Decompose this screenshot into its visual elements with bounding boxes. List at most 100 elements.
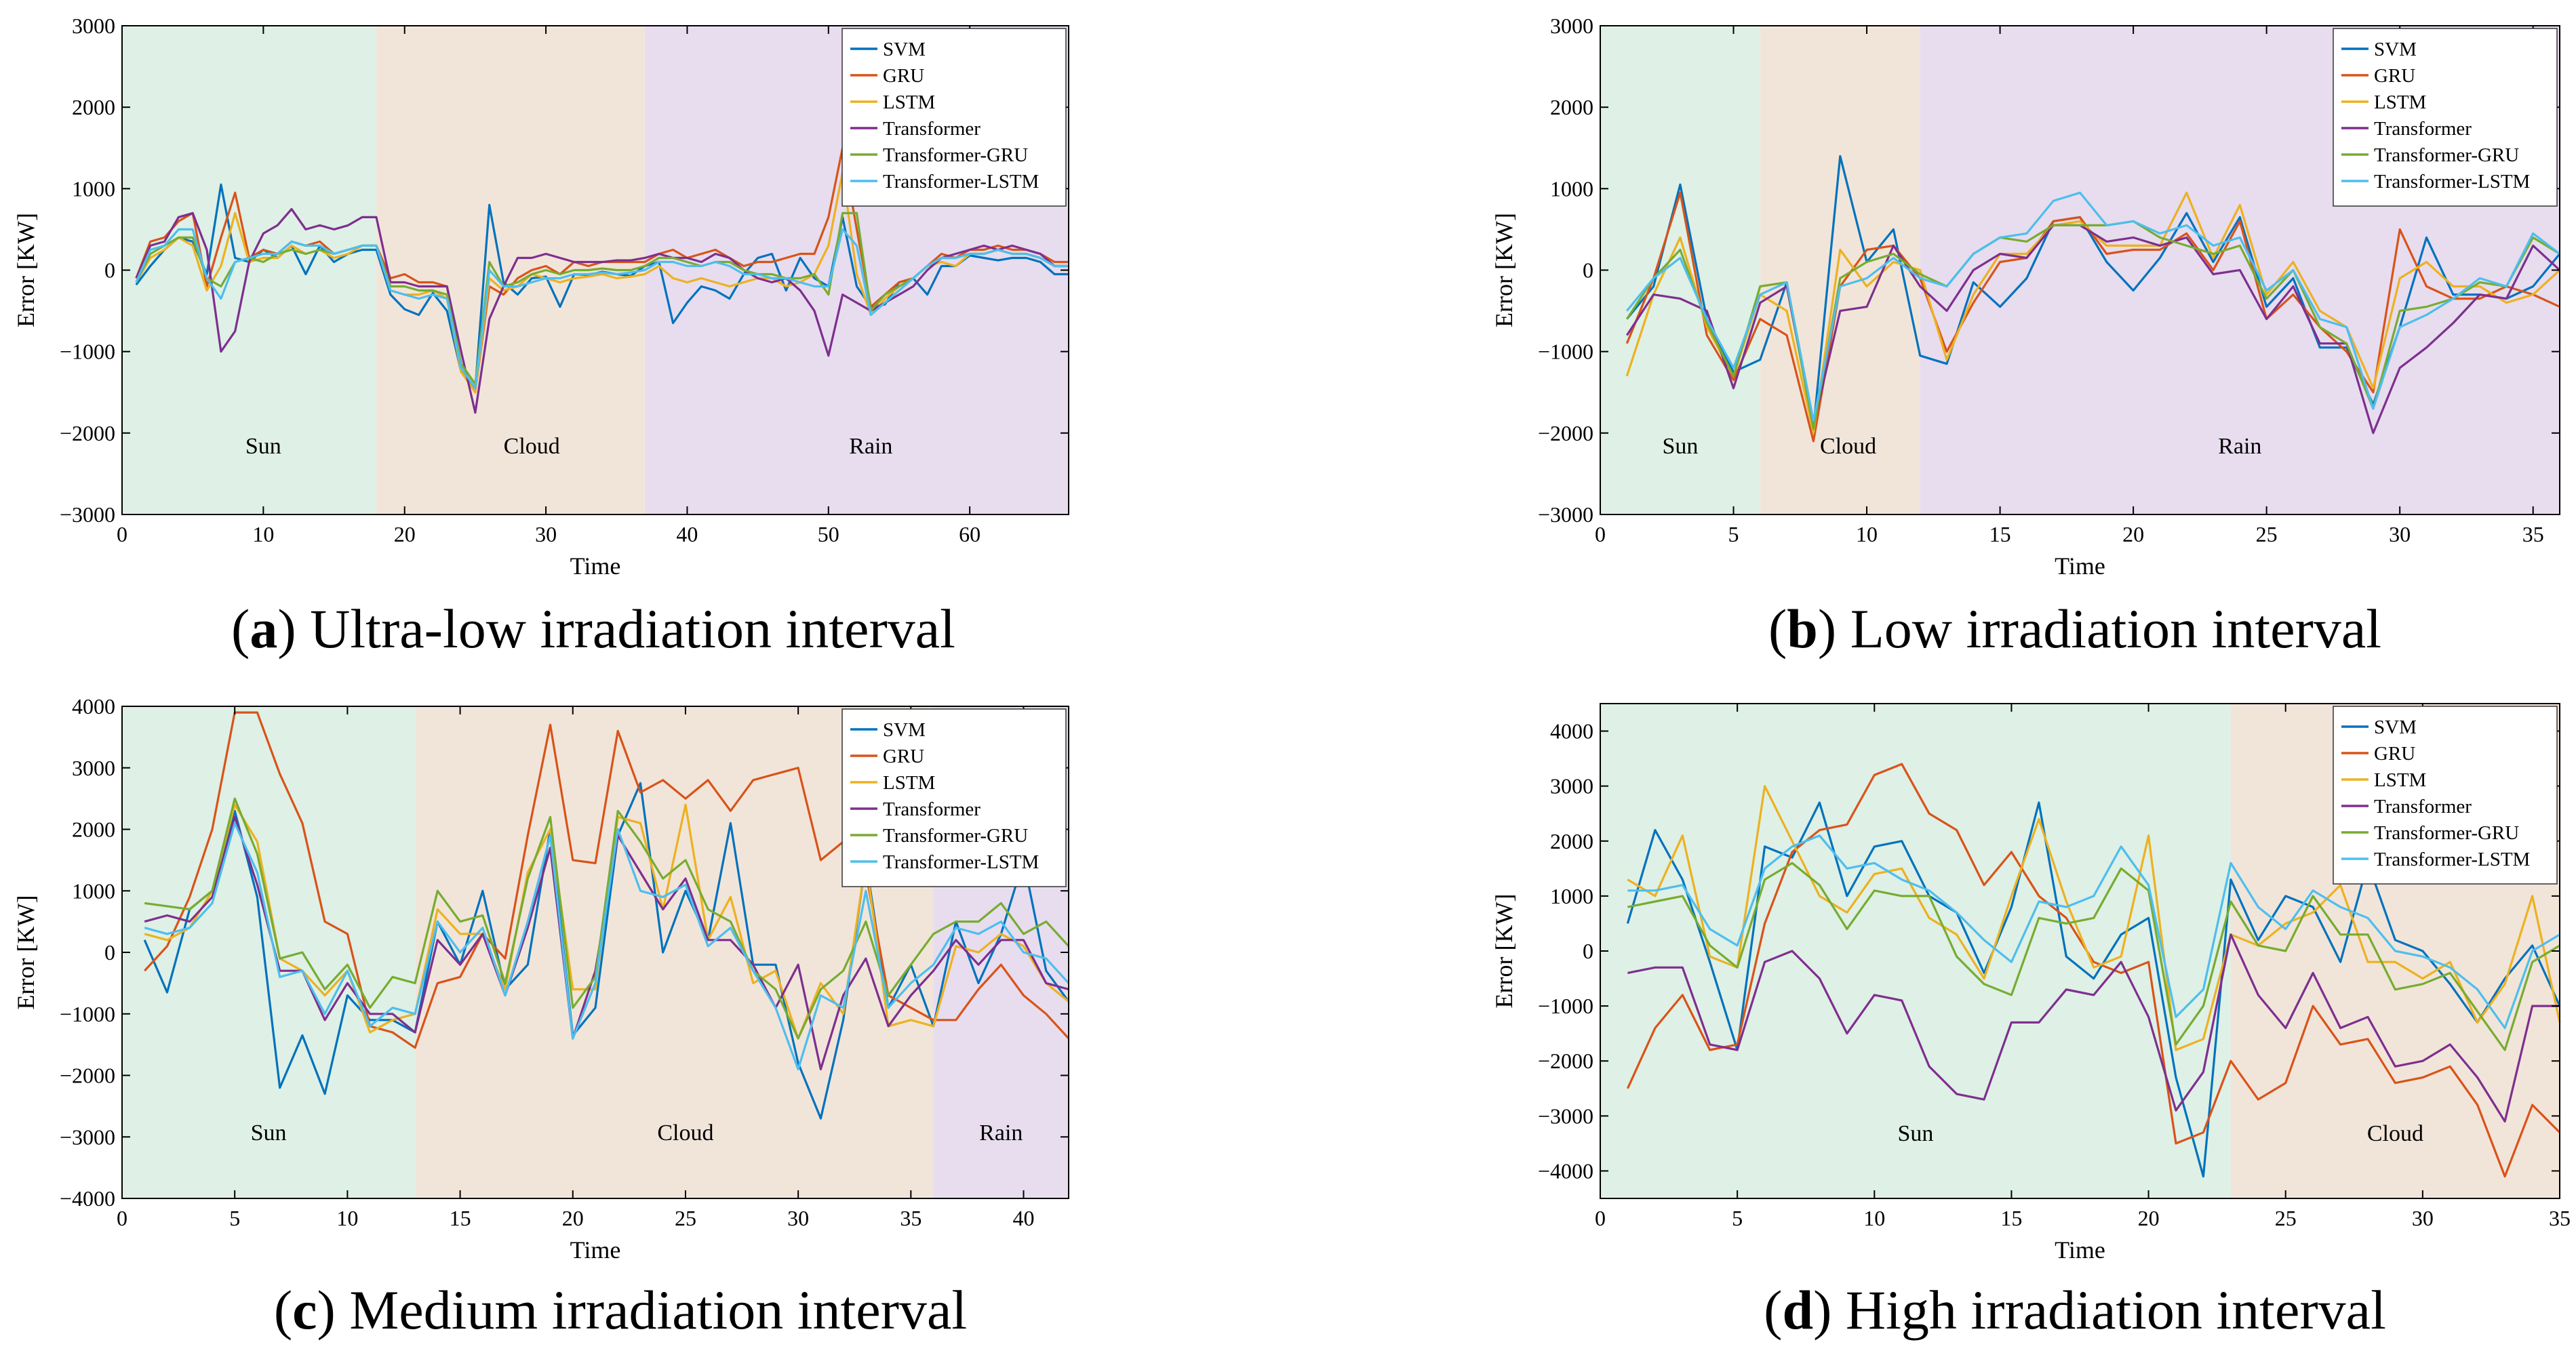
series-line-transformer: [1627, 933, 2560, 1123]
legend-entry-gru: GRU: [2374, 65, 2415, 87]
legend-entry-lstm: LSTM: [2374, 92, 2426, 113]
y-tick-label: 3000: [72, 14, 115, 38]
y-tick-label: 2000: [72, 95, 115, 119]
legend-entry-transformer-gru: Transformer-GRU: [2374, 144, 2519, 166]
x-axis-title: Time: [2055, 1236, 2105, 1263]
y-tick-label: −1000: [1538, 340, 1593, 364]
x-tick-label: 35: [2522, 522, 2544, 546]
chart-medium: Sun Cloud Rain 0 5 10 15 20 25 30 35 40 −4000 −3000 −2…: [12, 694, 1070, 1263]
x-tick-label: 0: [117, 522, 127, 546]
y-axis-title: Error [KW]: [1490, 894, 1518, 1009]
y-tick-label: −2000: [60, 421, 115, 445]
region-label-sun: Sun: [245, 434, 281, 459]
x-tick-label: 15: [450, 1206, 471, 1230]
legend-box: [2333, 28, 2558, 207]
x-tick-label: 10: [252, 522, 274, 546]
y-tick-label: −2000: [1538, 421, 1593, 445]
series-line-transformer-lstm: [1627, 834, 2560, 1030]
y-tick-label: −1000: [60, 340, 115, 364]
series-line-transformer-gru: [1625, 220, 2560, 430]
legend-entry-lstm: LSTM: [883, 92, 935, 113]
legend-entry-transformer-lstm: Transformer-LSTM: [2374, 171, 2530, 193]
x-tick-label: 25: [2256, 522, 2278, 546]
legend-entry-gru: GRU: [2374, 743, 2415, 765]
series-line-transformer-lstm: [144, 822, 1070, 1071]
legend-entry-transformer: Transformer: [883, 118, 980, 140]
legend-entry-gru: GRU: [883, 65, 924, 87]
y-tick-label: 1000: [72, 878, 115, 903]
x-tick-label: 10: [1856, 522, 1878, 546]
y-tick-label: −3000: [1538, 502, 1593, 527]
series-line-transformer-lstm: [1626, 191, 2560, 422]
legend-entry-svm: SVM: [883, 39, 926, 60]
legend-entry-transformer-gru: Transformer-GRU: [883, 144, 1028, 166]
series-line-gru: [1625, 191, 2560, 443]
y-tick-label: 1000: [1550, 176, 1593, 201]
legend-entry-transformer-gru: Transformer-GRU: [2374, 822, 2519, 844]
y-tick-label: 0: [1583, 258, 1593, 283]
region-label-rain: Rain: [849, 434, 892, 459]
x-tick-label: 30: [787, 1206, 809, 1230]
legend-box: [841, 708, 1067, 887]
x-tick-label: 20: [562, 1206, 584, 1230]
y-tick-label: −3000: [60, 1125, 115, 1149]
legend-entry-svm: SVM: [2374, 716, 2417, 738]
caption: (b) Low irradiation interval: [1768, 598, 2381, 660]
y-tick-label: −2000: [60, 1064, 115, 1088]
chart-low: Sun Cloud Rain 0 5 10 15 20 25 30 35 −3000 −2000 −100…: [1490, 14, 2561, 580]
x-tick-label: 20: [2138, 1206, 2160, 1230]
x-axis-title: Time: [2055, 552, 2105, 580]
series-line-transformer-lstm: [135, 228, 1069, 390]
legend-entry-transformer: Transformer: [883, 798, 980, 820]
region-sun-bg: [1600, 26, 1760, 514]
y-tick-label: 3000: [1550, 774, 1593, 798]
series-line-svm: [143, 782, 1070, 1120]
x-tick-label: 20: [2122, 522, 2144, 546]
region-cloud-bg: [1760, 26, 1920, 514]
legend-entry-svm: SVM: [2374, 39, 2417, 60]
y-tick-label: 0: [1583, 939, 1593, 963]
y-tick-label: 3000: [72, 756, 115, 780]
series-line-gru: [144, 711, 1070, 1049]
chart-high: Sun Cloud 0 5 10 15 20 25 30 35 −4000 −3000 −2000 −10…: [1490, 703, 2571, 1263]
y-axis-title: Error [KW]: [1490, 213, 1518, 327]
x-tick-label: 5: [1728, 522, 1739, 546]
x-tick-label: 50: [818, 522, 839, 546]
x-tick-label: 5: [229, 1206, 240, 1230]
y-tick-label: 4000: [1550, 719, 1593, 744]
caption: (a) Ultra-low irradiation interval: [231, 598, 955, 660]
region-label-cloud: Cloud: [1820, 434, 1876, 459]
legend-entry-transformer-lstm: Transformer-LSTM: [2374, 849, 2530, 870]
x-tick-label: 15: [2000, 1206, 2022, 1230]
series-line-gru: [1626, 763, 2561, 1178]
legend-entry-transformer: Transformer: [2374, 796, 2472, 817]
y-axis-title: Error [KW]: [12, 213, 39, 327]
y-tick-label: 3000: [1550, 14, 1593, 38]
x-tick-label: 15: [1989, 522, 2011, 546]
series-line-transformer-gru: [1627, 862, 2560, 1051]
x-tick-label: 30: [2389, 522, 2411, 546]
series-line-lstm: [1627, 785, 2561, 1051]
x-tick-label: 35: [2549, 1206, 2571, 1230]
y-tick-label: 0: [104, 258, 115, 283]
y-tick-label: −1000: [60, 1002, 115, 1026]
region-label-cloud: Cloud: [2367, 1121, 2423, 1146]
x-axis-title: Time: [570, 1236, 621, 1263]
y-tick-label: 2000: [72, 817, 115, 842]
x-tick-label: 0: [1595, 522, 1606, 546]
y-tick-label: −3000: [1538, 1104, 1593, 1128]
chart-ultra-low: Sun Cloud Rain 0 10 20 30 40 50 60 −3000 −2000 −1000…: [12, 14, 1069, 580]
legend-box: [2333, 706, 2558, 885]
x-tick-label: 40: [1013, 1206, 1035, 1230]
series-line-svm: [1626, 155, 2561, 430]
legend-entry-svm: SVM: [883, 719, 926, 741]
x-tick-label: 30: [535, 522, 557, 546]
x-tick-label: 20: [394, 522, 416, 546]
y-tick-label: 2000: [1550, 829, 1593, 853]
y-tick-label: −1000: [1538, 994, 1593, 1018]
y-tick-label: 1000: [72, 176, 115, 201]
y-tick-label: −3000: [60, 502, 115, 527]
x-tick-label: 10: [336, 1206, 358, 1230]
x-tick-label: 40: [676, 522, 698, 546]
